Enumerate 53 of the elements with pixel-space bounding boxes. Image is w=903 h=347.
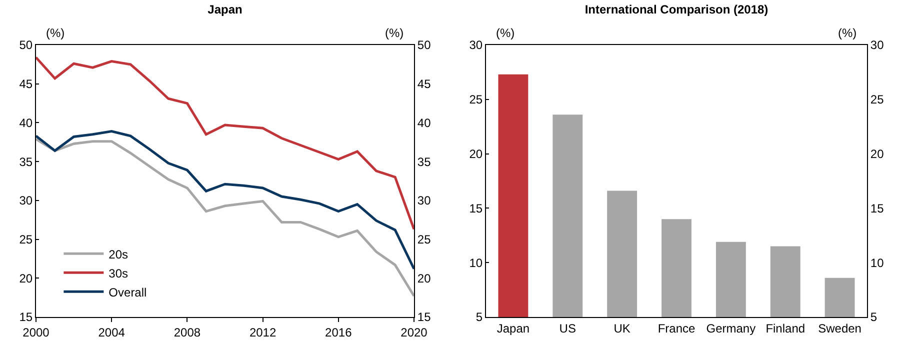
chart-title: International Comparison (2018) xyxy=(584,2,768,17)
y-tick-label: 15 xyxy=(469,201,483,216)
x-tick-label: US xyxy=(559,321,576,336)
y2-tick-label: 15 xyxy=(417,310,432,324)
y-axis-title: (%) xyxy=(496,26,515,40)
y2-tick-label: 30 xyxy=(417,194,432,208)
line-series xyxy=(36,138,414,298)
x-tick-label: Japan xyxy=(496,321,530,336)
x-tick-label: 2020 xyxy=(400,325,428,340)
y2-tick-label: 25 xyxy=(417,232,432,246)
x-tick-label: 2004 xyxy=(98,325,126,340)
y2-tick-label: 35 xyxy=(417,154,432,169)
y-tick-label: 30 xyxy=(19,194,33,208)
y-tick-label: 5 xyxy=(476,310,483,324)
y2-tick-label: 10 xyxy=(870,256,884,270)
x-tick-label: France xyxy=(658,321,696,336)
y2-tick-label: 5 xyxy=(870,310,878,324)
y-tick-label: 10 xyxy=(469,256,483,270)
legend-label: 30s xyxy=(108,266,128,280)
y2-tick-label: 20 xyxy=(417,271,432,286)
y-tick-label: 35 xyxy=(19,154,33,169)
y2-tick-label: 45 xyxy=(417,77,432,92)
x-tick-label: 2016 xyxy=(325,325,352,340)
y-tick-label: 25 xyxy=(19,232,33,246)
x-tick-label: 2000 xyxy=(22,325,50,340)
y2-tick-label: 30 xyxy=(870,38,884,52)
y2-axis-title: (%) xyxy=(385,26,404,40)
y-tick-label: 20 xyxy=(19,271,33,286)
y2-tick-label: 25 xyxy=(870,92,884,107)
y-tick-label: 20 xyxy=(469,147,483,161)
x-tick-label: 2008 xyxy=(174,325,201,340)
y-tick-label: 45 xyxy=(19,77,33,92)
x-tick-label: Sweden xyxy=(818,321,862,336)
legend-label: 20s xyxy=(108,247,128,262)
y2-tick-label: 15 xyxy=(870,201,884,216)
y-tick-label: 50 xyxy=(19,38,33,52)
y-tick-label: 15 xyxy=(19,310,33,324)
y2-tick-label: 20 xyxy=(870,147,884,161)
y-axis-title: (%) xyxy=(46,26,65,40)
y-tick-label: 40 xyxy=(19,116,33,130)
y-tick-label: 30 xyxy=(469,38,483,52)
x-tick-label: Germany xyxy=(706,321,756,336)
line-series xyxy=(36,56,414,230)
y2-tick-label: 50 xyxy=(417,38,432,52)
y2-tick-label: 40 xyxy=(417,116,432,130)
legend-label: Overall xyxy=(108,285,147,300)
line-series xyxy=(36,130,414,270)
x-tick-label: Finland xyxy=(766,321,806,336)
y-tick-label: 25 xyxy=(469,92,483,107)
chart-title: Japan xyxy=(208,2,242,17)
y2-axis-title: (%) xyxy=(838,26,857,40)
x-tick-label: 2012 xyxy=(249,325,276,340)
x-tick-label: UK xyxy=(614,321,630,336)
